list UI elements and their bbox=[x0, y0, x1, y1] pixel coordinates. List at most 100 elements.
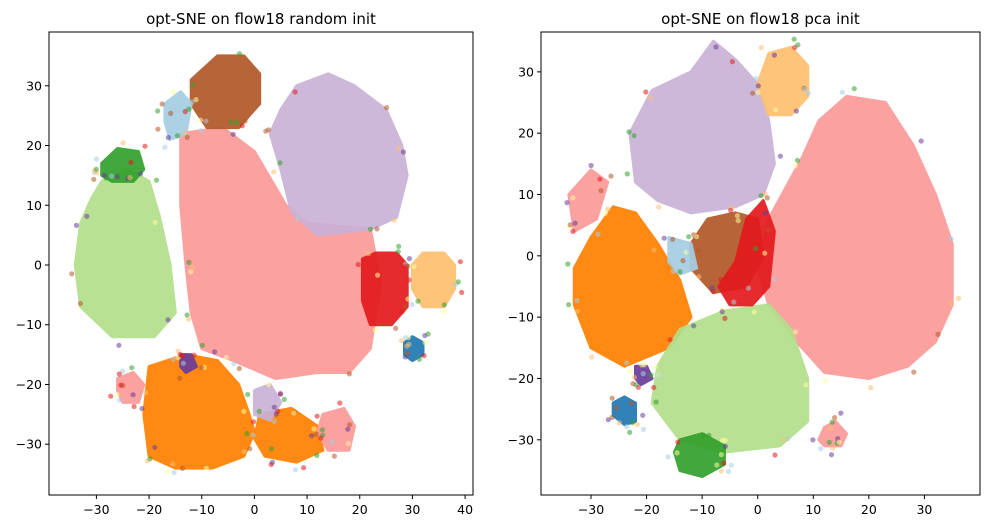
scatter-point bbox=[329, 439, 335, 445]
scatter-point bbox=[713, 44, 719, 50]
scatter-point bbox=[828, 452, 835, 458]
y-tick-label: −10 bbox=[508, 310, 534, 325]
scatter-point bbox=[718, 277, 724, 283]
scatter-point bbox=[714, 462, 720, 468]
scatter-point bbox=[395, 249, 401, 255]
cluster-13 bbox=[116, 371, 146, 404]
scatter-point bbox=[170, 461, 176, 467]
scatter-point bbox=[294, 215, 300, 221]
scatter-point bbox=[281, 396, 287, 402]
scatter-point bbox=[777, 153, 784, 159]
scatter-point bbox=[171, 470, 177, 476]
scatter-point bbox=[236, 51, 243, 57]
cluster-12 bbox=[817, 419, 849, 448]
scatter-point bbox=[301, 465, 307, 471]
scatter-point bbox=[142, 143, 148, 149]
scatter-point bbox=[311, 426, 317, 432]
chart-title: opt-SNE on flow18 random init bbox=[146, 10, 376, 28]
scatter-point bbox=[948, 236, 954, 242]
plot-area bbox=[69, 51, 465, 476]
scatter-point bbox=[626, 129, 632, 135]
scatter-point bbox=[84, 213, 90, 219]
scatter-point bbox=[271, 169, 277, 175]
scatter-point bbox=[223, 354, 229, 360]
scatter-point bbox=[319, 427, 325, 433]
scatter-point bbox=[117, 397, 123, 403]
scatter-point bbox=[574, 297, 580, 304]
scatter-point bbox=[91, 176, 97, 182]
x-tick-label: 0 bbox=[754, 502, 762, 517]
scatter-point bbox=[367, 226, 374, 232]
scatter-point bbox=[793, 108, 800, 114]
scatter-point bbox=[624, 424, 630, 430]
scatter-point bbox=[409, 301, 415, 308]
scatter-point bbox=[203, 465, 210, 471]
scatter-point bbox=[719, 437, 726, 443]
scatter-point bbox=[752, 246, 759, 252]
scatter-point bbox=[648, 95, 654, 101]
cluster-7 bbox=[189, 54, 262, 130]
scatter-point bbox=[162, 144, 168, 150]
scatter-point bbox=[706, 432, 712, 438]
scatter-point bbox=[773, 107, 779, 113]
cluster-2 bbox=[73, 167, 177, 339]
y-tick-label: 30 bbox=[26, 78, 42, 93]
scatter-point bbox=[168, 110, 174, 116]
scatter-point bbox=[250, 419, 257, 425]
scatter-point bbox=[116, 342, 122, 348]
scatter-point bbox=[174, 133, 180, 139]
scatter-point bbox=[120, 140, 126, 146]
scatter-point bbox=[772, 452, 778, 458]
scatter-point bbox=[605, 206, 611, 212]
scatter-point bbox=[425, 331, 431, 337]
scatter-point bbox=[741, 277, 747, 283]
scatter-point bbox=[234, 119, 240, 125]
scatter-point bbox=[628, 400, 635, 406]
scatter-point bbox=[791, 36, 797, 42]
scatter-point bbox=[155, 108, 161, 114]
scatter-point bbox=[639, 362, 645, 368]
scatter-point bbox=[792, 329, 799, 335]
cluster-3 bbox=[650, 303, 810, 454]
scatter-point bbox=[314, 413, 320, 419]
scatter-point bbox=[566, 302, 572, 308]
scatter-point bbox=[696, 274, 702, 280]
x-tick-label: −20 bbox=[136, 502, 162, 517]
y-tick-label: 20 bbox=[518, 126, 534, 141]
y-tick-label: 20 bbox=[26, 138, 42, 153]
cluster-6 bbox=[667, 235, 699, 276]
scatter-point bbox=[851, 86, 857, 92]
scatter-point bbox=[155, 126, 161, 132]
scatter-point bbox=[138, 171, 144, 177]
cluster-5 bbox=[717, 199, 776, 307]
scatter-point bbox=[762, 250, 768, 256]
scatter-point bbox=[755, 83, 761, 89]
scatter-point bbox=[347, 422, 353, 428]
scatter-point bbox=[609, 414, 615, 420]
scatter-point bbox=[114, 391, 120, 398]
scatter-point bbox=[130, 392, 136, 398]
x-tick-label: 20 bbox=[352, 502, 368, 517]
scatter-point bbox=[675, 439, 681, 445]
scatter-point bbox=[826, 439, 832, 445]
scatter-point bbox=[127, 175, 133, 181]
panel-random-init: −30 −20 −10 0 10 20 30 40 −30 −20 −10 0 10 20 30 opt-SN… bbox=[16, 10, 474, 517]
scatter-point bbox=[918, 138, 924, 144]
scatter-point bbox=[109, 173, 115, 179]
scatter-point bbox=[643, 89, 649, 95]
scatter-point bbox=[661, 235, 667, 241]
cluster-3 bbox=[142, 353, 256, 470]
scatter-point bbox=[128, 159, 134, 165]
scatter-point bbox=[691, 323, 697, 329]
scatter-point bbox=[570, 195, 576, 201]
scatter-point bbox=[406, 256, 412, 262]
scatter-point bbox=[653, 399, 659, 405]
scatter-point bbox=[391, 217, 397, 223]
scatter-point bbox=[656, 373, 662, 379]
scatter-point bbox=[143, 389, 149, 396]
scatter-point bbox=[170, 356, 176, 362]
scatter-point bbox=[624, 360, 630, 366]
y-tick-label: −20 bbox=[16, 377, 42, 392]
x-tick-label: 0 bbox=[250, 502, 258, 517]
